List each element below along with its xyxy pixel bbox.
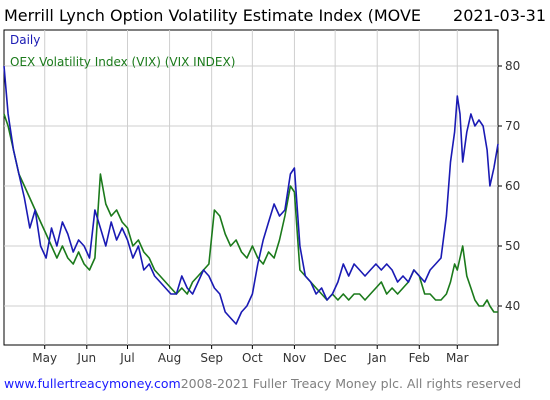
x-tick-label: Sep xyxy=(200,351,223,365)
series-layer xyxy=(3,65,499,325)
y-tick-label: 70 xyxy=(505,119,520,133)
x-tick-label: Jul xyxy=(119,351,134,365)
y-tick-label: 50 xyxy=(505,239,520,253)
vix-series-line xyxy=(3,113,498,313)
legend-frequency-label: Daily xyxy=(10,33,40,47)
x-tick-label: Feb xyxy=(409,351,430,365)
footer-copyright: 2008-2021 Fuller Treacy Money plc. All r… xyxy=(180,376,522,391)
footer: www.fullertreacymoney.com2008-2021 Fulle… xyxy=(4,376,521,391)
x-tick-label: Dec xyxy=(324,351,347,365)
chart-date: 2021-03-31 xyxy=(453,6,546,25)
x-tick-label: Jan xyxy=(367,351,387,365)
axis-layer: 40 50 60 70 80 May Jun Jul Aug Sep Oct Nov Dec Jan Feb… xyxy=(32,59,520,365)
x-tick-label: Mar xyxy=(446,351,469,365)
legend-vix-label: OEX Volatility Index (VIX) (VIX INDEX) xyxy=(10,55,235,69)
x-tick-label: May xyxy=(32,351,57,365)
move-series-line xyxy=(3,65,499,325)
chart-title: Merrill Lynch Option Volatility Estimate… xyxy=(4,6,421,25)
y-tick-label: 60 xyxy=(505,179,520,193)
footer-site-link[interactable]: www.fullertreacymoney.com xyxy=(4,376,181,391)
x-tick-label: Nov xyxy=(283,351,306,365)
x-tick-label: Aug xyxy=(158,351,181,365)
x-tick-label: Oct xyxy=(242,351,263,365)
x-tick-label: Jun xyxy=(76,351,96,365)
y-tick-label: 80 xyxy=(505,59,520,73)
grid-layer xyxy=(4,30,498,345)
y-tick-label: 40 xyxy=(505,299,520,313)
